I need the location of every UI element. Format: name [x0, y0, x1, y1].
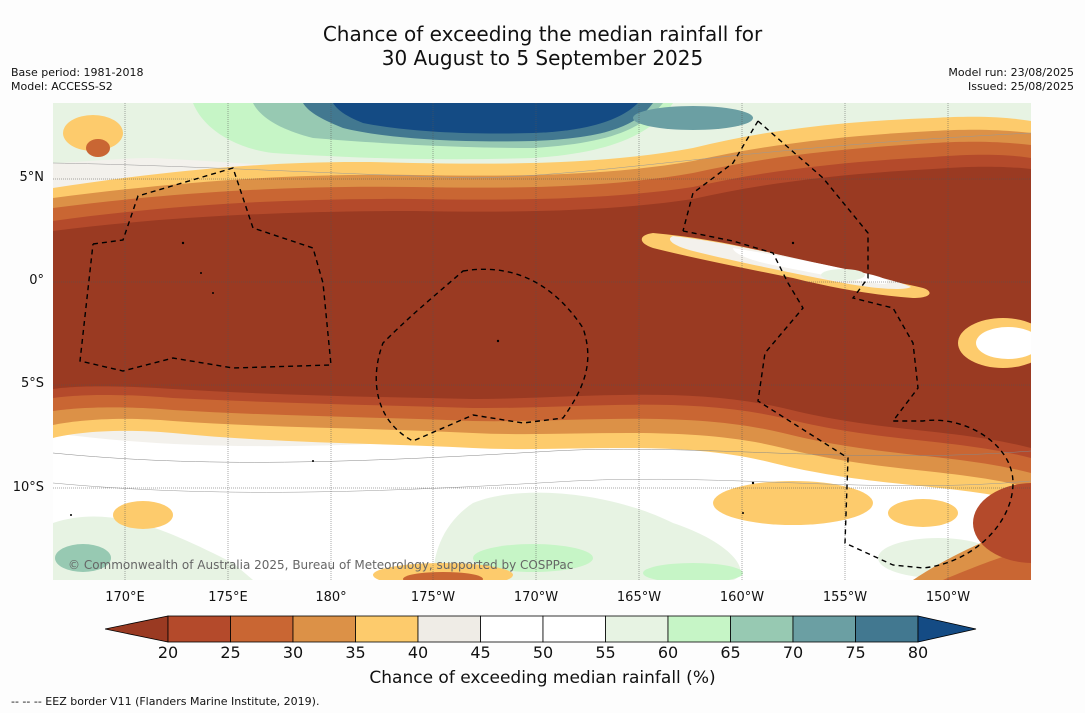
- lon-label-175w: 175°W: [410, 590, 456, 605]
- lon-label-165w: 165°W: [616, 590, 662, 605]
- colorbar-cell: [605, 615, 669, 643]
- colorbar-tick-label: 55: [595, 643, 616, 662]
- colorbar-cell: [855, 615, 919, 643]
- lon-label-160w: 160°W: [719, 590, 765, 605]
- colorbar-cell: [792, 615, 856, 643]
- dry-band-core: [53, 166, 1031, 448]
- eez-footnote: -- -- -- EEZ border V11 (Flanders Marine…: [11, 695, 320, 708]
- lat-label-5n: 5°N: [19, 170, 45, 185]
- issued-date: Issued: 25/08/2025: [967, 80, 1074, 93]
- islands: [70, 241, 795, 516]
- lon-label-175e: 175°E: [208, 590, 248, 605]
- colorbar-tick-label: 75: [845, 643, 866, 662]
- colorbar-cell: [730, 615, 794, 643]
- colorbar-tick-label: 80: [907, 643, 929, 662]
- lon-label-170w: 170°W: [513, 590, 559, 605]
- lat-label-5s: 5°S: [20, 376, 44, 391]
- colorbar-tick-label: 30: [282, 643, 304, 662]
- lon-label-180: 180°: [315, 590, 347, 605]
- graticule: [53, 103, 1031, 580]
- colorbar-label: Chance of exceeding median rainfall (%): [369, 668, 716, 688]
- colorbar-tick-label: 70: [782, 643, 804, 662]
- model-name: Model: ACCESS-S2: [11, 80, 113, 93]
- base-period: Base period: 1981-2018: [11, 66, 144, 79]
- lon-label-155w: 155°W: [822, 590, 868, 605]
- map-title: Chance of exceeding the median rainfall …: [0, 22, 1085, 70]
- colorbar-cell: [667, 615, 731, 643]
- lon-label-170e: 170°E: [105, 590, 145, 605]
- model-run: Model run: 23/08/2025: [948, 66, 1074, 79]
- colorbar-tick-label: 50: [532, 643, 554, 662]
- lat-label-0: 0°: [29, 273, 44, 288]
- colorbar-cell: [230, 615, 294, 643]
- colorbar-tick-label: 40: [407, 643, 429, 662]
- colorbar-cell: [167, 615, 231, 643]
- colorbar-extend-high: [917, 615, 977, 643]
- colorbar-tick-label: 35: [345, 643, 366, 662]
- copyright-notice: © Commonwealth of Australia 2025, Bureau…: [68, 558, 574, 572]
- colorbar-cell: [417, 615, 481, 643]
- colorbar-cell: [355, 615, 419, 643]
- colorbar-tick-label: 65: [720, 643, 741, 662]
- meta-right: Model run: 23/08/2025 Issued: 25/08/2025: [948, 66, 1074, 94]
- lon-label-150w: 150°W: [925, 590, 971, 605]
- colorbar-tick-label: 45: [470, 643, 491, 662]
- title-line-1: Chance of exceeding the median rainfall …: [322, 22, 763, 46]
- colorbar-extend-low: [105, 615, 169, 643]
- colorbar-tick-label: 20: [157, 643, 179, 662]
- meta-left: Base period: 1981-2018 Model: ACCESS-S2: [11, 66, 143, 94]
- lat-label-10s: 10°S: [12, 480, 44, 495]
- colorbar-cell: [480, 615, 544, 643]
- colorbar-cell: [542, 615, 606, 643]
- colorbar-cell: [292, 615, 356, 643]
- colorbar: [105, 615, 977, 643]
- colorbar-tick-label: 60: [657, 643, 679, 662]
- eez-borders: [79, 120, 1014, 569]
- colorbar-tick-label: 25: [220, 643, 241, 662]
- rainfall-map: [53, 103, 1031, 580]
- title-line-2: 30 August to 5 September 2025: [381, 46, 704, 70]
